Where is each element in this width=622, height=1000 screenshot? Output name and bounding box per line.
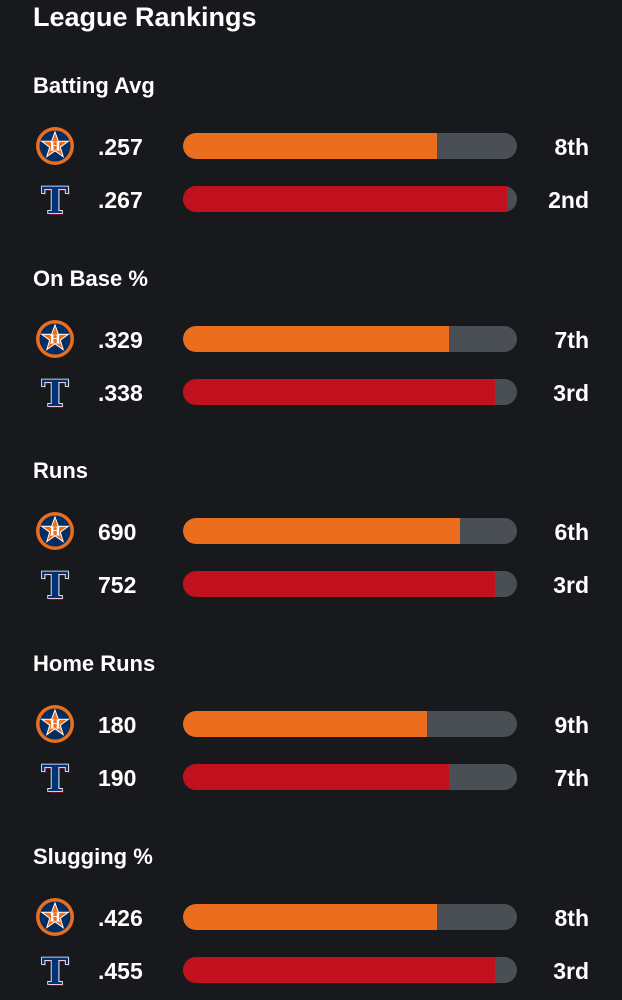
texas-rangers-logo-icon: TT — [41, 179, 70, 220]
team-row-astros[interactable]: H .257 8th — [0, 124, 622, 165]
ranking-bar — [183, 571, 517, 597]
svg-text:T: T — [42, 565, 69, 604]
stat-value: 752 — [98, 572, 137, 598]
league-rank: 8th — [554, 134, 590, 160]
stat-value: .267 — [98, 187, 143, 213]
svg-text:H: H — [49, 140, 60, 154]
svg-text:H: H — [49, 525, 60, 539]
ranking-bar — [183, 711, 517, 737]
svg-text:H: H — [49, 718, 60, 732]
stat-value: .257 — [98, 134, 143, 160]
houston-astros-logo-icon: H — [36, 705, 74, 743]
section-title: On Base % — [33, 266, 148, 291]
ranking-bar-fill — [183, 711, 427, 737]
svg-text:T: T — [42, 758, 69, 797]
stat-value: .426 — [98, 905, 143, 931]
ranking-bar-fill — [183, 571, 496, 597]
league-rank: 7th — [554, 327, 590, 353]
ranking-bar — [183, 379, 517, 405]
houston-astros-logo-icon: H — [36, 127, 74, 165]
svg-text:T: T — [42, 951, 69, 990]
ranking-bar — [183, 957, 517, 983]
stat-value: 190 — [98, 765, 137, 791]
ranking-bar — [183, 764, 517, 790]
ranking-bar — [183, 904, 517, 930]
ranking-bar — [183, 186, 517, 212]
ranking-bar-fill — [183, 518, 461, 544]
svg-text:T: T — [43, 375, 70, 413]
houston-astros-logo-icon: H — [36, 898, 74, 936]
svg-text:T: T — [43, 567, 70, 605]
ranking-bar-fill — [183, 186, 507, 212]
section-title: Batting Avg — [33, 73, 155, 98]
svg-text:H: H — [49, 333, 60, 347]
ranking-bar-fill — [183, 904, 437, 930]
ranking-bar-fill — [183, 957, 496, 983]
ranking-bar-fill — [183, 133, 437, 159]
league-rank: 2nd — [548, 187, 589, 213]
ranking-bar-fill — [183, 379, 496, 405]
texas-rangers-logo-icon: TT — [41, 564, 70, 605]
ranking-bar-fill — [183, 326, 449, 352]
svg-text:T: T — [43, 760, 70, 798]
section-title: Home Runs — [33, 651, 156, 676]
team-row-astros[interactable]: H .329 7th — [0, 317, 622, 358]
svg-text:H: H — [49, 911, 60, 925]
svg-text:T: T — [43, 182, 70, 220]
stat-value: .329 — [98, 327, 143, 353]
svg-text:T: T — [42, 180, 69, 219]
league-rank: 3rd — [553, 572, 589, 598]
league-rank: 3rd — [553, 380, 589, 406]
ranking-bar — [183, 133, 517, 159]
ranking-bar — [183, 518, 517, 544]
section-title: Runs — [33, 458, 88, 483]
texas-rangers-logo-icon: TT — [41, 950, 70, 991]
houston-astros-logo-icon: H — [36, 512, 74, 550]
stat-value: 690 — [98, 519, 137, 545]
ranking-bar-fill — [183, 764, 449, 790]
texas-rangers-logo-icon: TT — [41, 372, 70, 413]
svg-text:T: T — [42, 373, 69, 412]
stat-value: .338 — [98, 380, 143, 406]
houston-astros-logo-icon: H — [36, 320, 74, 358]
ranking-bar — [183, 326, 517, 352]
league-rank: 9th — [554, 712, 590, 738]
league-rank: 7th — [554, 765, 590, 791]
stat-value: 180 — [98, 712, 137, 738]
league-rank: 3rd — [553, 958, 589, 984]
section-title: Slugging % — [33, 844, 153, 869]
team-row-astros[interactable]: H 690 6th — [0, 509, 622, 550]
svg-text:T: T — [43, 953, 70, 991]
texas-rangers-logo-icon: TT — [41, 757, 70, 798]
team-row-astros[interactable]: H 180 9th — [0, 702, 622, 743]
stat-value: .455 — [98, 958, 143, 984]
league-rank: 6th — [554, 519, 590, 545]
team-row-astros[interactable]: H .426 8th — [0, 895, 622, 936]
league-rank: 8th — [554, 905, 590, 931]
page-title: League Rankings — [33, 2, 257, 32]
